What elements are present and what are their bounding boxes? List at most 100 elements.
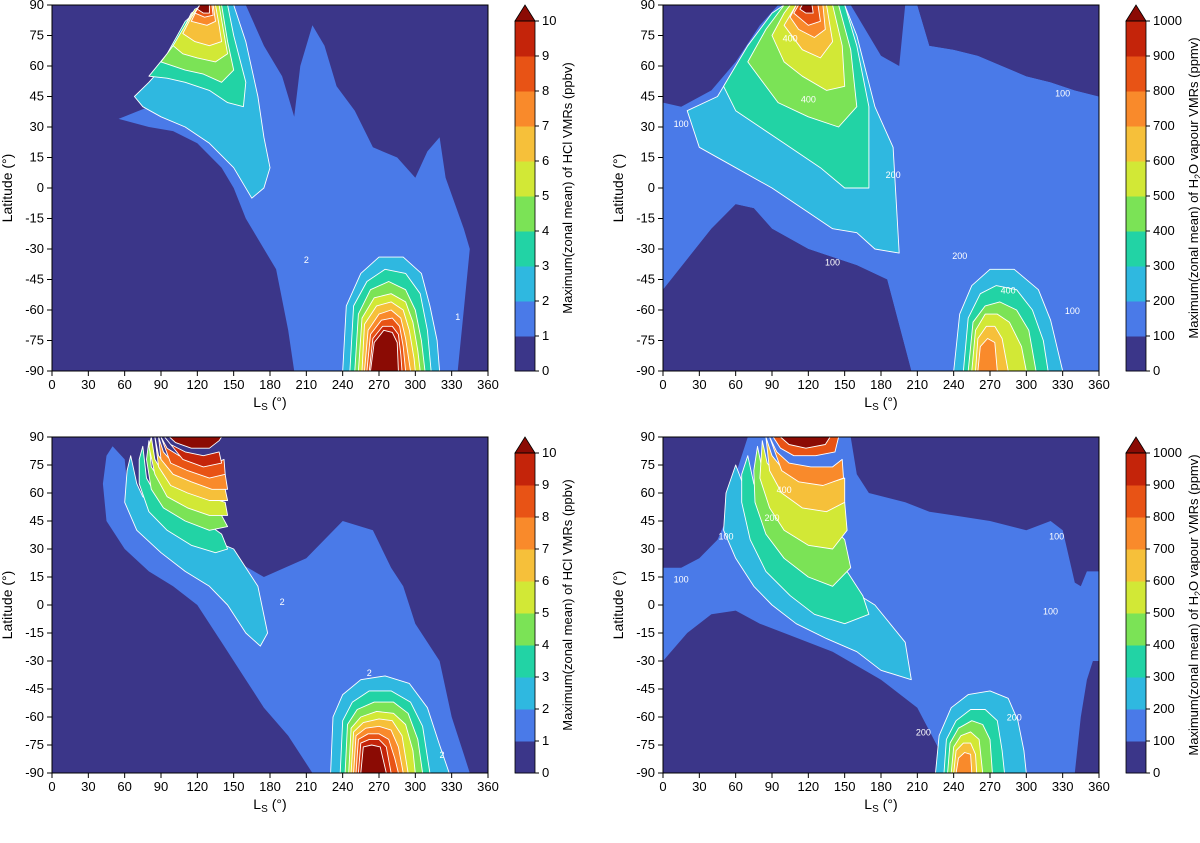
- colorbar-bin: [1126, 91, 1146, 127]
- colorbar-tick-label: 900: [1153, 477, 1175, 492]
- x-tick-label: 210: [906, 377, 928, 392]
- colorbar-bin: [1126, 56, 1146, 92]
- x-tick-label: 330: [441, 779, 463, 794]
- x-tick-label: 240: [943, 377, 965, 392]
- hcl-top-panel: 210 30 60 90 120 150 180 210 240 270 300 330 3609075…: [0, 0, 575, 413]
- x-tick-label: 60: [117, 779, 131, 794]
- x-tick-label: 240: [332, 377, 354, 392]
- contour-label: 1: [455, 312, 460, 322]
- colorbar-bin: [515, 196, 535, 232]
- colorbar-tick-label: 0: [542, 363, 549, 378]
- colorbar-tick-label: 100: [1153, 328, 1175, 343]
- x-tick-label: 360: [1088, 779, 1110, 794]
- contour-label: 200: [1007, 713, 1022, 723]
- colorbar-bin: [1126, 161, 1146, 197]
- contour-label: 200: [952, 251, 967, 261]
- colorbar-bin: [1126, 453, 1146, 486]
- contour-label: 100: [718, 532, 733, 542]
- colorbar-bin: [515, 56, 535, 92]
- y-tick-label: 60: [641, 58, 655, 73]
- colorbar-bin: [1126, 485, 1146, 518]
- x-tick-label: 60: [117, 377, 131, 392]
- colorbar-tick-label: 100: [1153, 733, 1175, 748]
- x-tick-label: 0: [48, 377, 55, 392]
- y-tick-label: 15: [641, 569, 655, 584]
- y-tick-label: 30: [30, 119, 44, 134]
- colorbar-tick-label: 1: [542, 733, 549, 748]
- colorbar-tick-label: 10: [542, 13, 556, 28]
- x-tick-label: 90: [154, 377, 168, 392]
- colorbar-tick-label: 800: [1153, 509, 1175, 524]
- contour-region-level-7: [769, 437, 844, 486]
- colorbar-tick-label: 1000: [1153, 13, 1182, 28]
- colorbar-tick-label: 1: [542, 328, 549, 343]
- colorbar-tick-label: 300: [1153, 669, 1175, 684]
- x-tick-label: 300: [404, 779, 426, 794]
- colorbar-bin: [1126, 231, 1146, 267]
- colorbar-tick-label: 6: [542, 153, 549, 168]
- colorbar-bin: [1126, 126, 1146, 162]
- colorbar-extend-arrow: [514, 436, 536, 454]
- colorbar-tick-label: 9: [542, 477, 549, 492]
- contour-label: 200: [916, 728, 931, 738]
- colorbar-tick-label: 5: [542, 188, 549, 203]
- x-tick-label: 330: [1052, 377, 1074, 392]
- colorbar-tick-label: 600: [1153, 573, 1175, 588]
- colorbar-tick-label: 800: [1153, 83, 1175, 98]
- y-tick-label: 45: [30, 513, 44, 528]
- colorbar-tick-label: 7: [542, 541, 549, 556]
- y-tick-label: 90: [641, 429, 655, 444]
- x-tick-label: 180: [870, 377, 892, 392]
- x-tick-label: 180: [870, 779, 892, 794]
- colorbar-tick-label: 3: [542, 669, 549, 684]
- contour-region-level-10: [780, 437, 831, 449]
- x-tick-label: 30: [81, 377, 95, 392]
- colorbar-bin: [1126, 336, 1146, 372]
- x-tick-label: 240: [943, 779, 965, 794]
- contour-label: 400: [783, 34, 798, 44]
- y-tick-label: 30: [30, 541, 44, 556]
- contour-region-level-10: [169, 437, 223, 449]
- x-tick-label: 30: [692, 377, 706, 392]
- contour-label: 100: [1065, 306, 1080, 316]
- x-tick-label: 330: [1052, 779, 1074, 794]
- contour-label: 200: [886, 170, 901, 180]
- x-tick-label: 0: [659, 779, 666, 794]
- contour-region-level-8: [793, 5, 821, 26]
- y-tick-label: 60: [30, 58, 44, 73]
- colorbar-bin: [1126, 645, 1146, 678]
- y-tick-label: -60: [25, 709, 44, 724]
- y-axis-label: Latitude (°): [610, 571, 626, 640]
- x-tick-label: 120: [186, 779, 208, 794]
- colorbar-bin: [515, 517, 535, 550]
- colorbar-bin: [515, 453, 535, 486]
- y-tick-label: 60: [30, 485, 44, 500]
- colorbar-bin: [515, 161, 535, 197]
- x-tick-label: 270: [368, 377, 390, 392]
- colorbar-tick-label: 400: [1153, 637, 1175, 652]
- colorbar-bin: [1126, 709, 1146, 742]
- contour-label: 400: [801, 95, 816, 105]
- contour-region-level-7: [977, 338, 998, 371]
- colorbar-bin: [515, 266, 535, 302]
- colorbar-extend-arrow: [1125, 4, 1147, 22]
- colorbar-tick-label: 8: [542, 83, 549, 98]
- y-tick-label: 75: [641, 457, 655, 472]
- y-tick-label: -30: [636, 653, 655, 668]
- y-tick-label: -15: [25, 211, 44, 226]
- colorbar-bin: [515, 645, 535, 678]
- colorbar-tick-label: 700: [1153, 541, 1175, 556]
- contour-label: 200: [764, 513, 779, 523]
- y-tick-label: 90: [30, 0, 44, 12]
- contour-label: 100: [1049, 532, 1064, 542]
- contour-region-level-7: [955, 752, 973, 773]
- colorbar-extend-arrow: [514, 4, 536, 22]
- colorbar-tick-label: 200: [1153, 293, 1175, 308]
- contour-region-level-10: [196, 5, 210, 14]
- y-tick-label: -30: [636, 241, 655, 256]
- y-tick-label: 90: [30, 429, 44, 444]
- x-tick-label: 300: [404, 377, 426, 392]
- colorbar-tick-label: 500: [1153, 605, 1175, 620]
- y-tick-label: -75: [636, 737, 655, 752]
